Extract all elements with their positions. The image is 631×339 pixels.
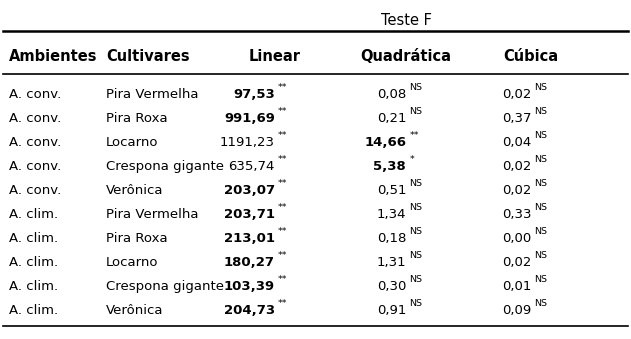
Text: 0,04: 0,04 [502,136,531,149]
Text: NS: NS [534,83,548,92]
Text: **: ** [410,131,419,140]
Text: Cultivares: Cultivares [106,49,189,64]
Text: 1,31: 1,31 [377,256,406,269]
Text: Locarno: Locarno [106,256,158,269]
Text: **: ** [278,251,288,260]
Text: 0,02: 0,02 [502,184,531,197]
Text: NS: NS [410,251,422,260]
Text: NS: NS [534,155,548,164]
Text: 635,74: 635,74 [228,160,275,173]
Text: 0,21: 0,21 [377,112,406,125]
Text: 203,07: 203,07 [224,184,275,197]
Text: **: ** [278,203,288,212]
Text: NS: NS [534,203,548,212]
Text: Pira Roxa: Pira Roxa [106,112,168,125]
Text: NS: NS [410,83,422,92]
Text: **: ** [278,275,288,284]
Text: 14,66: 14,66 [364,136,406,149]
Text: A. clim.: A. clim. [9,232,58,245]
Text: 180,27: 180,27 [224,256,275,269]
Text: NS: NS [410,275,422,284]
Text: NS: NS [534,107,548,116]
Text: 0,37: 0,37 [502,112,531,125]
Text: Ambientes: Ambientes [9,49,98,64]
Text: NS: NS [534,251,548,260]
Text: 0,02: 0,02 [502,256,531,269]
Text: NS: NS [534,131,548,140]
Text: Teste F: Teste F [380,13,432,28]
Text: A. conv.: A. conv. [9,112,61,125]
Text: Crespona gigante: Crespona gigante [106,160,224,173]
Text: 0,18: 0,18 [377,232,406,245]
Text: **: ** [278,155,288,164]
Text: NS: NS [410,299,422,308]
Text: 213,01: 213,01 [224,232,275,245]
Text: A. clim.: A. clim. [9,304,58,317]
Text: NS: NS [534,227,548,236]
Text: 0,51: 0,51 [377,184,406,197]
Text: Pira Vermelha: Pira Vermelha [106,88,199,101]
Text: Quadrática: Quadrática [361,49,452,64]
Text: 991,69: 991,69 [224,112,275,125]
Text: 0,33: 0,33 [502,208,531,221]
Text: Linear: Linear [249,49,301,64]
Text: A. clim.: A. clim. [9,208,58,221]
Text: NS: NS [534,179,548,188]
Text: **: ** [278,107,288,116]
Text: 103,39: 103,39 [224,280,275,293]
Text: NS: NS [410,107,422,116]
Text: A. clim.: A. clim. [9,280,58,293]
Text: **: ** [278,179,288,188]
Text: NS: NS [534,275,548,284]
Text: A. conv.: A. conv. [9,184,61,197]
Text: **: ** [278,83,288,92]
Text: 0,02: 0,02 [502,88,531,101]
Text: 0,30: 0,30 [377,280,406,293]
Text: Pira Roxa: Pira Roxa [106,232,168,245]
Text: 0,00: 0,00 [502,232,531,245]
Text: *: * [410,155,414,164]
Text: **: ** [278,299,288,308]
Text: 204,73: 204,73 [224,304,275,317]
Text: 0,09: 0,09 [502,304,531,317]
Text: 97,53: 97,53 [233,88,275,101]
Text: **: ** [278,131,288,140]
Text: 0,01: 0,01 [502,280,531,293]
Text: NS: NS [410,179,422,188]
Text: 1,34: 1,34 [377,208,406,221]
Text: Crespona gigante: Crespona gigante [106,280,224,293]
Text: 1191,23: 1191,23 [220,136,275,149]
Text: 203,71: 203,71 [224,208,275,221]
Text: A. clim.: A. clim. [9,256,58,269]
Text: Cúbica: Cúbica [504,49,559,64]
Text: 0,08: 0,08 [377,88,406,101]
Text: Locarno: Locarno [106,136,158,149]
Text: Verônica: Verônica [106,304,163,317]
Text: A. conv.: A. conv. [9,136,61,149]
Text: NS: NS [534,299,548,308]
Text: 0,02: 0,02 [502,160,531,173]
Text: 0,91: 0,91 [377,304,406,317]
Text: Pira Vermelha: Pira Vermelha [106,208,199,221]
Text: **: ** [278,227,288,236]
Text: A. conv.: A. conv. [9,88,61,101]
Text: NS: NS [410,227,422,236]
Text: Verônica: Verônica [106,184,163,197]
Text: A. conv.: A. conv. [9,160,61,173]
Text: 5,38: 5,38 [374,160,406,173]
Text: NS: NS [410,203,422,212]
